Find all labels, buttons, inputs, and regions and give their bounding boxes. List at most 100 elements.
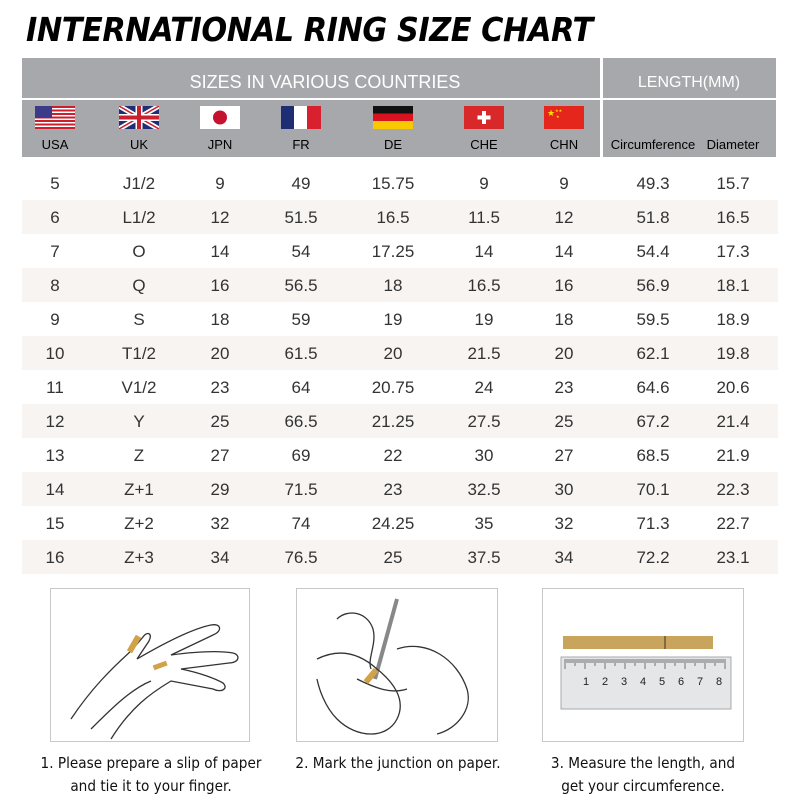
table-row: 14 Z+1 29 71.5 23 32.5 30 70.1 22.3 bbox=[22, 472, 778, 506]
cell-diameter: 16.5 bbox=[716, 208, 750, 227]
china-flag-icon: ★ ★★ ★ bbox=[544, 106, 584, 129]
cell-chn: 16 bbox=[554, 276, 574, 295]
cell-de: 23 bbox=[383, 480, 403, 499]
ruler-number: 6 bbox=[678, 676, 684, 688]
step-3-caption-line1: 3. Measure the length, and bbox=[550, 754, 736, 772]
cell-uk: Q bbox=[132, 276, 146, 295]
cell-diameter: 21.4 bbox=[716, 412, 750, 431]
cell-circumference: 54.4 bbox=[636, 242, 670, 261]
cell-de: 16.5 bbox=[376, 208, 410, 227]
cell-de: 25 bbox=[383, 548, 403, 567]
column-jpn: JPN bbox=[207, 137, 233, 152]
usa-flag-icon bbox=[35, 106, 75, 129]
cell-fr: 71.5 bbox=[284, 480, 318, 499]
cell-fr: 56.5 bbox=[284, 276, 318, 295]
cell-diameter: 22.7 bbox=[716, 514, 750, 533]
cell-che: 16.5 bbox=[467, 276, 501, 295]
cell-circumference: 49.3 bbox=[636, 174, 670, 193]
cell-circumference: 70.1 bbox=[636, 480, 670, 499]
step-3-caption-line2: get your circumference. bbox=[561, 777, 725, 795]
cell-circumference: 72.2 bbox=[636, 548, 670, 567]
cell-usa: 12 bbox=[45, 412, 65, 431]
table-row: 6 L1/2 12 51.5 16.5 11.5 12 51.8 16.5 bbox=[22, 200, 778, 234]
cell-uk: Y bbox=[133, 412, 145, 431]
cell-uk: T1/2 bbox=[121, 344, 157, 363]
cell-jpn: 32 bbox=[210, 514, 230, 533]
cell-fr: 51.5 bbox=[284, 208, 318, 227]
cell-uk: Z+1 bbox=[124, 480, 154, 499]
cell-circumference: 64.6 bbox=[636, 378, 670, 397]
uk-flag-icon bbox=[119, 106, 159, 129]
cell-jpn: 27 bbox=[210, 446, 230, 465]
step-1-illustration bbox=[50, 588, 250, 742]
column-de: DE bbox=[383, 137, 403, 152]
cell-usa: 11 bbox=[46, 378, 64, 397]
cell-diameter: 23.1 bbox=[716, 548, 750, 567]
cell-chn: 30 bbox=[554, 480, 574, 499]
cell-che: 30 bbox=[474, 446, 494, 465]
column-chn: CHN bbox=[549, 137, 579, 152]
japan-flag-icon bbox=[200, 106, 240, 129]
cell-chn: 23 bbox=[554, 378, 574, 397]
cell-fr: 49 bbox=[291, 174, 311, 193]
column-fr: FR bbox=[292, 137, 310, 152]
cell-fr: 76.5 bbox=[284, 548, 318, 567]
sizes-header-label: SIZES IN VARIOUS COUNTRIES bbox=[189, 72, 461, 92]
length-header-label: LENGTH(MM) bbox=[637, 74, 741, 91]
table-row: 8 Q 16 56.5 18 16.5 16 56.9 18.1 bbox=[22, 268, 778, 302]
cell-usa: 15 bbox=[45, 514, 65, 533]
cell-chn: 27 bbox=[554, 446, 574, 465]
cell-jpn: 25 bbox=[210, 412, 230, 431]
table-row: 7 O 14 54 17.25 14 14 54.4 17.3 bbox=[22, 234, 778, 268]
cell-chn: 12 bbox=[554, 208, 574, 227]
cell-che: 19 bbox=[474, 310, 494, 329]
ruler-number: 7 bbox=[697, 676, 703, 688]
cell-diameter: 20.6 bbox=[716, 378, 750, 397]
cell-circumference: 67.2 bbox=[636, 412, 670, 431]
cell-fr: 61.5 bbox=[284, 344, 318, 363]
ruler-number: 3 bbox=[621, 676, 627, 688]
svg-text:★★: ★★ bbox=[555, 108, 563, 113]
cell-chn: 9 bbox=[559, 174, 569, 193]
cell-circumference: 56.9 bbox=[636, 276, 670, 295]
cell-uk: O bbox=[132, 242, 146, 261]
cell-uk: Z+2 bbox=[124, 514, 154, 533]
cell-circumference: 51.8 bbox=[636, 208, 670, 227]
cell-diameter: 19.8 bbox=[716, 344, 750, 363]
sizes-header bbox=[22, 58, 600, 98]
column-uk: UK bbox=[129, 137, 149, 152]
table-row: 13 Z 27 69 22 30 27 68.5 21.9 bbox=[22, 438, 778, 472]
germany-flag-icon bbox=[373, 106, 413, 129]
length-subheader-row bbox=[603, 100, 776, 157]
ruler-number: 4 bbox=[640, 676, 646, 688]
cell-jpn: 34 bbox=[210, 548, 230, 567]
table-row: 5 J1/2 9 49 15.75 9 9 49.3 15.7 bbox=[22, 166, 778, 200]
cell-de: 19 bbox=[383, 310, 403, 329]
cell-usa: 16 bbox=[45, 548, 65, 567]
cell-che: 37.5 bbox=[467, 548, 501, 567]
table-row: 12 Y 25 66.5 21.25 27.5 25 67.2 21.4 bbox=[22, 404, 778, 438]
cell-uk: Z+3 bbox=[124, 548, 154, 567]
cell-che: 21.5 bbox=[467, 344, 501, 363]
length-header bbox=[603, 58, 776, 98]
cell-fr: 74 bbox=[291, 514, 311, 533]
table-row: 16 Z+3 34 76.5 25 37.5 34 72.2 23.1 bbox=[22, 540, 778, 574]
cell-jpn: 16 bbox=[210, 276, 230, 295]
cell-che: 27.5 bbox=[467, 412, 501, 431]
cell-usa: 13 bbox=[45, 446, 65, 465]
column-diameter: Diameter bbox=[706, 137, 760, 152]
table-row: 11 V1/2 23 64 20.75 24 23 64.6 20.6 bbox=[22, 370, 778, 404]
france-flag-icon bbox=[281, 106, 321, 129]
column-usa: USA bbox=[41, 137, 69, 152]
cell-fr: 66.5 bbox=[284, 412, 318, 431]
step-2-illustration bbox=[296, 588, 498, 742]
column-circumference: Circumference bbox=[610, 137, 696, 152]
cell-circumference: 62.1 bbox=[636, 344, 670, 363]
table-row: 9 S 18 59 19 19 18 59.5 18.9 bbox=[22, 302, 778, 336]
cell-usa: 6 bbox=[50, 208, 60, 227]
svg-text:★: ★ bbox=[556, 114, 560, 119]
cell-de: 20.75 bbox=[371, 378, 415, 397]
cell-jpn: 29 bbox=[210, 480, 230, 499]
cell-jpn: 14 bbox=[210, 242, 230, 261]
cell-chn: 14 bbox=[554, 242, 574, 261]
